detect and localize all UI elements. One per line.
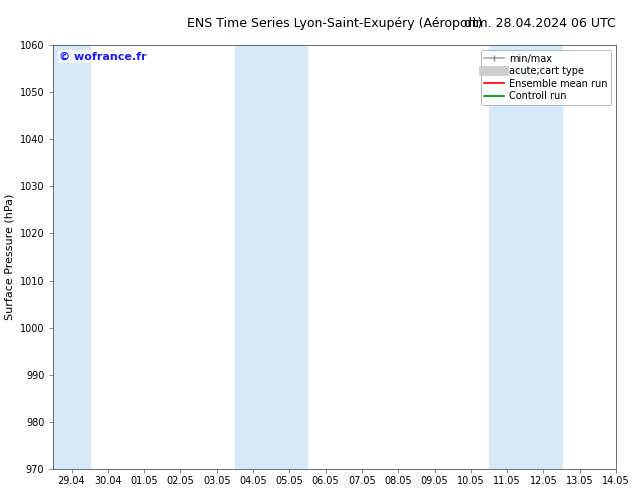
Text: ENS Time Series Lyon-Saint-Exupéry (Aéroport): ENS Time Series Lyon-Saint-Exupéry (Aéro… [187, 17, 482, 30]
Legend: min/max, acute;cart type, Ensemble mean run, Controll run: min/max, acute;cart type, Ensemble mean … [481, 50, 611, 105]
Bar [53, 45, 89, 469]
Bar [235, 45, 307, 469]
Text: dim. 28.04.2024 06 UTC: dim. 28.04.2024 06 UTC [464, 17, 616, 30]
Text: © wofrance.fr: © wofrance.fr [59, 51, 146, 61]
Bar [489, 45, 562, 469]
Y-axis label: Surface Pressure (hPa): Surface Pressure (hPa) [4, 194, 14, 320]
